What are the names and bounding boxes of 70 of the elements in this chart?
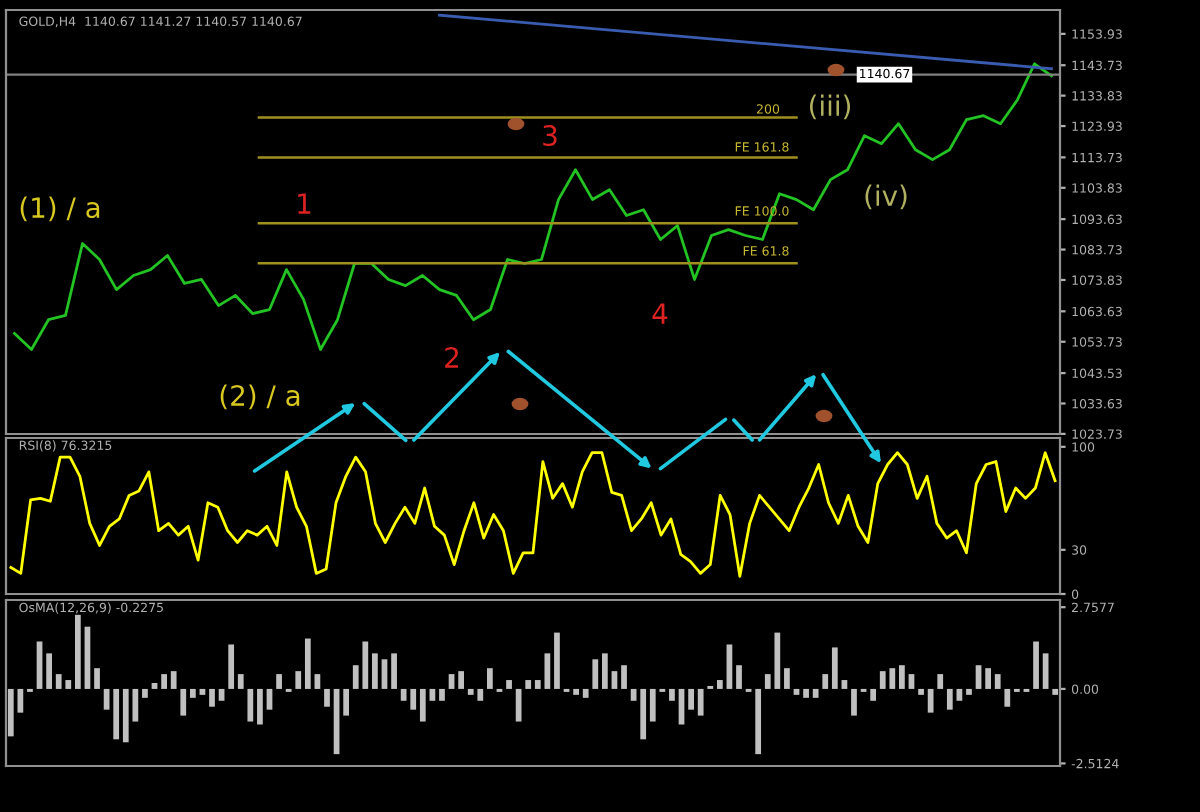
bar	[640, 688, 647, 740]
bar	[1004, 688, 1011, 707]
bar	[46, 653, 52, 689]
bar	[487, 668, 493, 689]
bar	[1042, 653, 1049, 689]
bar	[573, 688, 579, 695]
bar	[669, 688, 675, 701]
bar	[601, 653, 608, 689]
bar	[458, 671, 465, 689]
bar	[391, 653, 397, 689]
bar	[755, 688, 762, 755]
bar	[582, 688, 589, 698]
bar	[822, 674, 829, 689]
bar	[94, 668, 100, 689]
bar	[688, 688, 694, 710]
bar	[927, 688, 934, 713]
bar	[1052, 688, 1059, 695]
bar	[937, 674, 944, 689]
bar	[918, 688, 924, 695]
bar	[784, 668, 790, 689]
bar	[515, 688, 522, 722]
bar	[113, 688, 120, 740]
bar	[831, 647, 838, 689]
bar	[736, 665, 742, 689]
bar	[304, 638, 311, 689]
bar	[870, 688, 877, 701]
bar	[324, 688, 330, 707]
annotation: 1	[298, 193, 311, 214]
line-series	[9, 451, 1057, 578]
annotation: (2) / a	[220, 384, 300, 410]
annotation: 3	[543, 125, 557, 147]
bar	[946, 688, 953, 710]
bar	[74, 614, 81, 689]
bar	[161, 674, 167, 689]
bar	[295, 671, 302, 689]
bar	[697, 688, 704, 716]
annotation: 4	[652, 303, 668, 324]
annotation: (iv)	[865, 184, 907, 210]
bar	[228, 644, 235, 689]
annotation: (iii)	[809, 94, 851, 120]
line-series	[13, 62, 1053, 351]
bar	[812, 688, 819, 698]
bar	[276, 674, 282, 689]
bar	[994, 674, 1001, 689]
bar	[592, 659, 599, 689]
bar	[554, 632, 560, 689]
bar	[372, 653, 378, 689]
bar	[803, 688, 809, 698]
bar	[209, 688, 215, 707]
bar	[899, 665, 905, 689]
bar	[343, 688, 350, 716]
bar	[525, 680, 532, 689]
bar	[419, 688, 426, 722]
bar	[716, 680, 723, 689]
bar	[621, 665, 627, 689]
bar	[237, 674, 244, 689]
bar	[439, 688, 445, 701]
bar	[180, 688, 187, 716]
bar	[851, 688, 857, 716]
annotation: 2	[445, 347, 459, 368]
bar	[506, 680, 512, 689]
bar	[966, 688, 972, 695]
bar	[247, 688, 254, 722]
bar	[985, 668, 992, 689]
bar	[1033, 641, 1039, 689]
bar	[189, 688, 196, 698]
bar	[142, 688, 148, 698]
annotation: (1) / a	[20, 196, 100, 222]
bar	[170, 671, 177, 689]
bar	[257, 688, 263, 725]
